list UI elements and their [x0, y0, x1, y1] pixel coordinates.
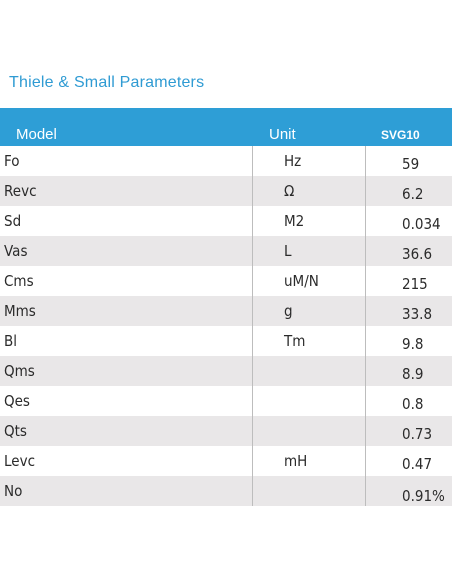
param-name: Qms: [4, 362, 35, 380]
param-value: 8.9: [401, 365, 423, 383]
table-row: No 0.91%: [0, 476, 452, 506]
param-unit: g: [283, 302, 293, 320]
table-row: Qes 0.8: [0, 386, 452, 416]
page-title: Thiele & Small Parameters: [9, 74, 205, 91]
table-body: Fo Hz 59 Revc Ω 6.2 Sd M2 0.034 Vas L 36…: [0, 146, 452, 506]
param-unit: uM/N: [283, 272, 319, 290]
table-row: Fo Hz 59: [0, 146, 452, 176]
param-value: 36.6: [401, 245, 432, 263]
table-row: Qts 0.73: [0, 416, 452, 446]
header-value: SVG10: [381, 128, 420, 142]
param-name: Qts: [4, 422, 27, 440]
param-value: 0.91%: [401, 487, 445, 505]
table-row: Cms uM/N 215: [0, 266, 452, 296]
param-value: 0.8: [401, 395, 423, 413]
param-name: Levc: [4, 452, 36, 470]
param-name: Vas: [4, 242, 28, 260]
param-name: Mms: [4, 302, 36, 320]
param-name: Revc: [4, 182, 37, 200]
table-row: Levc mH 0.47: [0, 446, 452, 476]
param-value: 0.034: [401, 215, 441, 233]
param-value: 0.73: [401, 425, 432, 443]
table-row: Revc Ω 6.2: [0, 176, 452, 206]
param-name: Qes: [4, 392, 30, 410]
table-row: Mms g 33.8: [0, 296, 452, 326]
header-unit: Unit: [269, 126, 296, 143]
parameters-table: Model Unit SVG10 Fo Hz 59 Revc Ω 6.2 Sd …: [0, 108, 452, 506]
param-unit: Hz: [283, 152, 301, 170]
header-model: Model: [16, 126, 57, 143]
param-value: 33.8: [401, 305, 432, 323]
table-row: Sd M2 0.034: [0, 206, 452, 236]
param-unit: M2: [283, 212, 304, 230]
param-unit: Ω: [283, 182, 294, 200]
table-row: Qms 8.9: [0, 356, 452, 386]
table-row: Bl Tm 9.8: [0, 326, 452, 356]
table-row: Vas L 36.6: [0, 236, 452, 266]
param-unit: L: [283, 242, 292, 260]
param-value: 215: [401, 275, 428, 293]
param-name: No: [4, 482, 23, 500]
param-unit: Tm: [283, 332, 305, 350]
param-name: Bl: [4, 332, 18, 350]
param-name: Fo: [4, 152, 20, 170]
param-value: 6.2: [401, 185, 423, 203]
table-header: Model Unit SVG10: [0, 108, 452, 146]
param-value: 0.47: [401, 455, 432, 473]
param-value: 59: [401, 155, 419, 173]
param-name: Sd: [4, 212, 22, 230]
param-name: Cms: [4, 272, 34, 290]
param-unit: mH: [283, 452, 307, 470]
param-value: 9.8: [401, 335, 423, 353]
header-row: Model Unit SVG10: [0, 108, 452, 146]
